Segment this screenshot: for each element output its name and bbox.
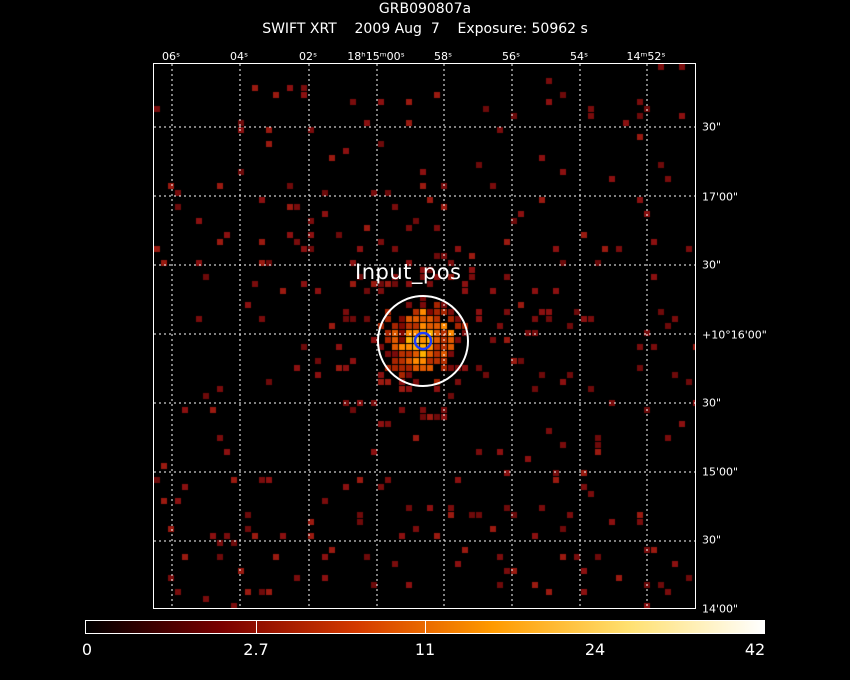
dec-tick-label: 17'00"	[702, 190, 739, 204]
dec-tick-label: 30"	[702, 120, 722, 134]
xrt-counts-image	[154, 64, 695, 608]
colorbar-label: 24	[584, 640, 606, 659]
ra-tick-label: 02ˢ	[298, 50, 318, 63]
image-title: GRB090807a	[378, 1, 472, 17]
ra-tick-label: 56ˢ	[501, 50, 521, 63]
dec-tick-label: 30"	[702, 258, 722, 272]
dec-tick-label: 30"	[702, 396, 722, 410]
colorbar-label: 2.7	[243, 640, 269, 659]
ra-tick-label: 18ʰ15ᵐ00ˢ	[347, 50, 405, 63]
source-label: Input_pos	[355, 260, 462, 284]
colorbar-tick	[425, 621, 426, 633]
observation-info: SWIFT XRT 2009 Aug 7 Exposure: 50962 s	[262, 21, 588, 37]
dec-tick-label: 15'00"	[702, 465, 739, 479]
position-error-circle	[413, 331, 433, 351]
ra-tick-label: 04ˢ	[229, 50, 249, 63]
dec-tick-label: 14'00"	[702, 602, 739, 616]
colorbar-tick	[256, 621, 257, 633]
colorbar-label: 11	[414, 640, 436, 659]
ra-tick-label: 58ˢ	[433, 50, 453, 63]
ra-tick-label: 54ˢ	[569, 50, 589, 63]
ra-tick-label: 14ᵐ52ˢ	[626, 50, 666, 63]
dec-tick-label: +10°16'00"	[702, 328, 767, 342]
source-region-circle	[377, 295, 469, 387]
colorbar-label: 0	[81, 640, 93, 659]
colorbar-label: 42	[744, 640, 766, 659]
colorbar	[85, 620, 765, 634]
xrt-image-panel	[153, 63, 696, 609]
coordinate-grid	[154, 64, 695, 608]
ra-tick-label: 06ˢ	[161, 50, 181, 63]
dec-tick-label: 30"	[702, 533, 722, 547]
